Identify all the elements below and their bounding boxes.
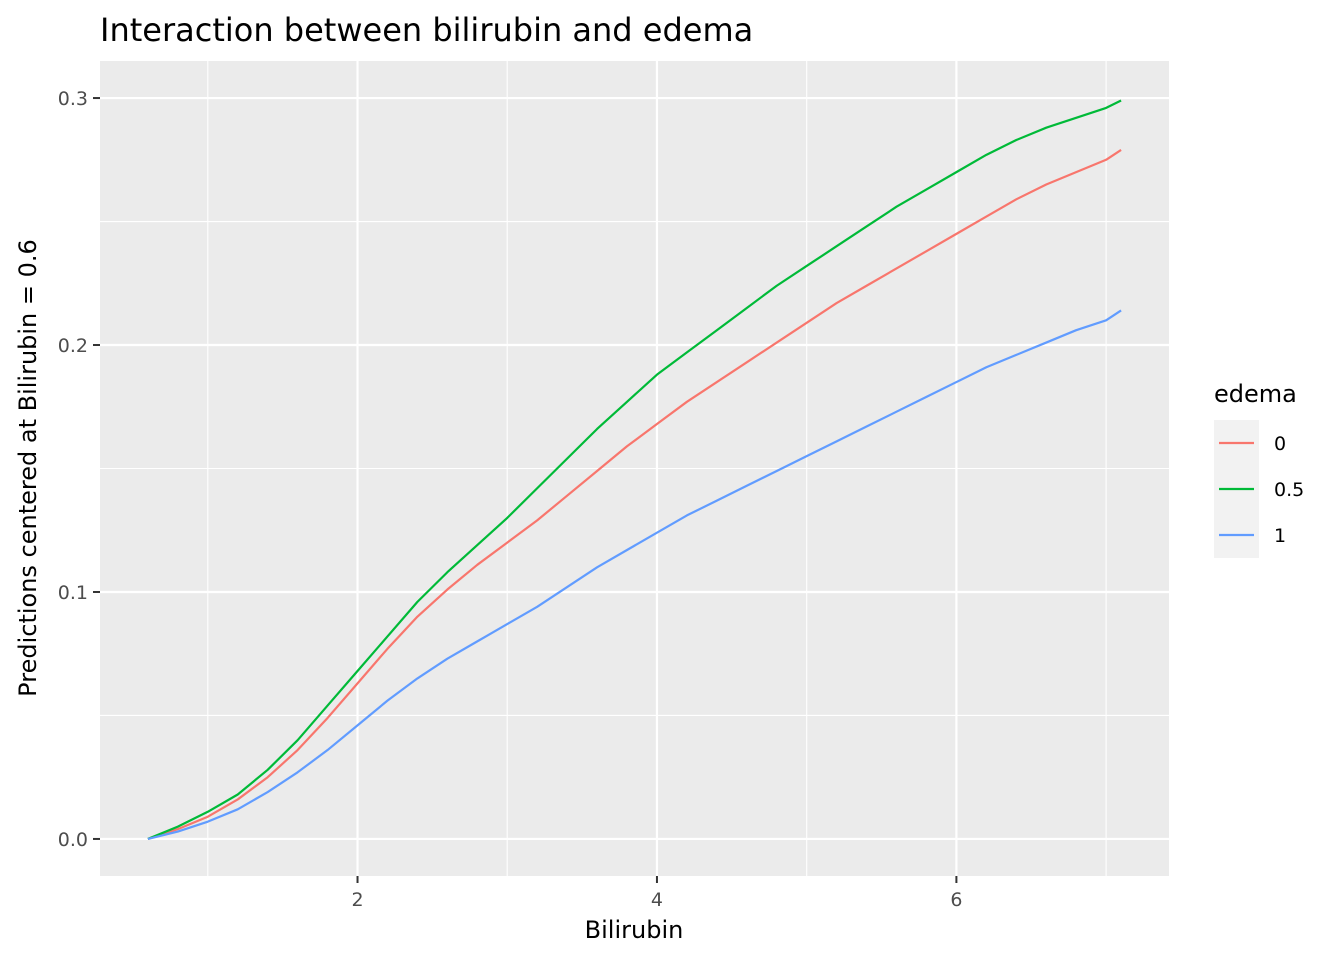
series-line-edema-1 [147,309,1122,841]
y-tick-label: 0.0 [58,829,88,851]
x-tick-label: 2 [351,889,363,911]
legend-label-edema-1: 1 [1274,525,1286,547]
x-axis: 2 4 6 [351,876,962,911]
minor-grid [100,61,1169,876]
series-line-edema-0 [147,148,1122,840]
y-axis-title: Predictions centered at Bilirubin = 0.6 [14,239,42,697]
series-line-edema-0-5 [147,99,1122,840]
chart-title: Interaction between bilirubin and edema [100,11,753,49]
legend: edema 00.51 [1214,380,1304,558]
y-tick-label: 0.1 [58,582,88,604]
x-axis-title: Bilirubin [585,916,684,944]
y-axis: 0.0 0.1 0.2 0.3 [58,88,100,851]
legend-label-edema-0: 0 [1274,433,1286,455]
legend-keys: 00.51 [1214,420,1304,558]
y-tick-label: 0.2 [58,335,88,357]
major-grid [100,61,1169,876]
series-lines [147,99,1122,841]
x-tick-label: 4 [651,889,663,911]
x-tick-label: 6 [950,889,962,911]
y-tick-label: 0.3 [58,88,88,110]
legend-title: edema [1214,380,1297,408]
legend-label-edema-0-5: 0.5 [1274,479,1304,501]
